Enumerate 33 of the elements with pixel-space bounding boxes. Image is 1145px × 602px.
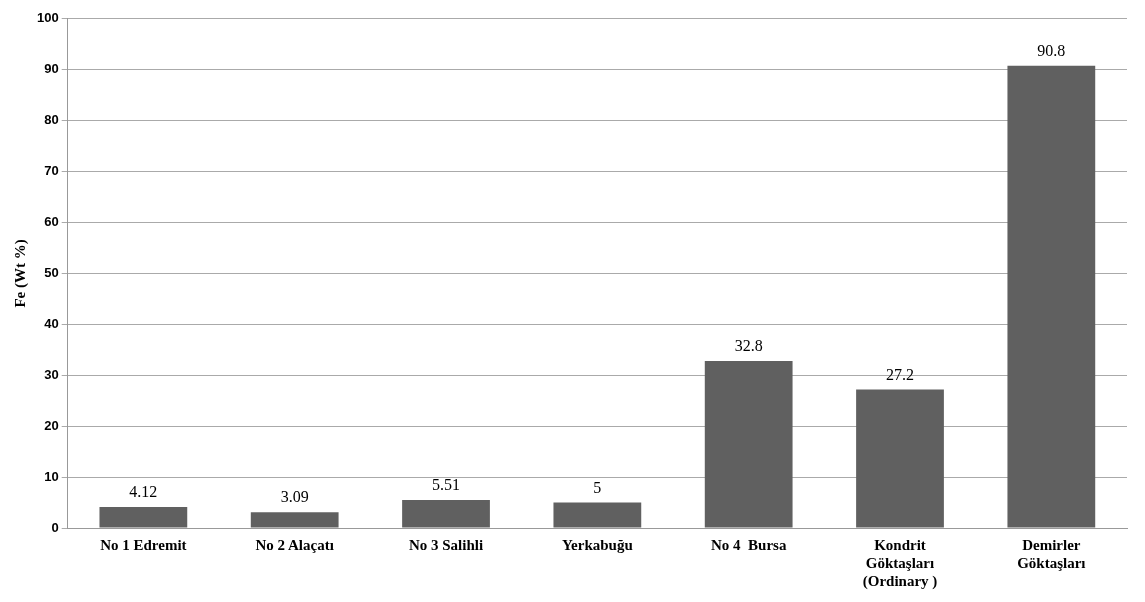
x-tick-label: No 4 Bursa — [710, 536, 787, 553]
y-tick-label: 10 — [44, 468, 59, 484]
data-label: 5.51 — [432, 476, 461, 494]
y-tick-label: 80 — [44, 112, 59, 128]
data-label: 3.09 — [280, 488, 309, 506]
bar — [1007, 65, 1096, 528]
bar — [250, 512, 339, 528]
x-tick-label: No 2 Alaçatı — [255, 536, 334, 553]
data-label: 5 — [593, 478, 602, 496]
x-tick-label: Kondrit Göktaşları (Ordinary ) — [862, 536, 938, 590]
y-tick-label: 30 — [44, 366, 59, 382]
y-tick-label: 40 — [44, 315, 59, 331]
bar — [704, 360, 793, 528]
data-label: 27.2 — [886, 365, 915, 383]
y-tick-label: 20 — [44, 417, 59, 433]
y-tick-label: 100 — [36, 10, 59, 26]
y-tick-label: 70 — [44, 163, 59, 179]
y-tick-label: 60 — [44, 214, 59, 230]
data-label: 4.12 — [129, 483, 158, 501]
y-axis-title: Fe (Wt %) — [11, 239, 29, 308]
data-label: 32.8 — [734, 337, 763, 355]
y-tick-label: 50 — [44, 264, 59, 280]
x-tick-label: No 1 Edremit — [100, 536, 187, 553]
bar — [99, 507, 188, 528]
x-tick-label: Yerkabuğu — [561, 536, 633, 553]
bar — [402, 499, 490, 528]
y-tick-label: 0 — [51, 519, 59, 535]
data-label: 90.8 — [1037, 41, 1066, 59]
bar — [856, 389, 944, 528]
y-tick-label: 90 — [44, 61, 59, 77]
x-tick-label: No 3 Salihli — [408, 536, 484, 553]
x-tick-label: Demirler Göktaşları — [1017, 536, 1086, 571]
bar — [553, 502, 642, 528]
